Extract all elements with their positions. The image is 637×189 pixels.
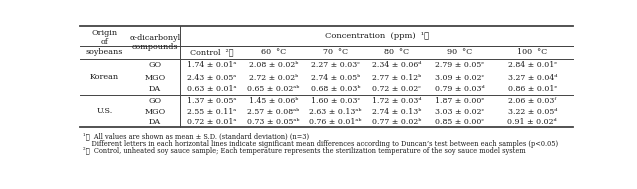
- Text: 0.79 ± 0.03ᵈ: 0.79 ± 0.03ᵈ: [434, 85, 484, 93]
- Text: 0.85 ± 0.00ᶜ: 0.85 ± 0.00ᶜ: [435, 118, 484, 126]
- Text: 0.65 ± 0.02ᵃᵇ: 0.65 ± 0.02ᵃᵇ: [247, 85, 299, 93]
- Text: Korean: Korean: [90, 73, 119, 81]
- Text: DA: DA: [148, 118, 161, 126]
- Text: ¹⧣  All values are shown as mean ± S.D. (standard deviation) (n=3): ¹⧣ All values are shown as mean ± S.D. (…: [83, 133, 309, 141]
- Text: 1.60 ± 0.03ᶜ: 1.60 ± 0.03ᶜ: [311, 97, 360, 105]
- Text: 2.08 ± 0.02ᵇ: 2.08 ± 0.02ᵇ: [248, 61, 298, 69]
- Text: 1.74 ± 0.01ᵃ: 1.74 ± 0.01ᵃ: [187, 61, 236, 69]
- Text: MGO: MGO: [144, 108, 166, 116]
- Text: DA: DA: [148, 85, 161, 93]
- Text: 0.77 ± 0.02ᵇ: 0.77 ± 0.02ᵇ: [372, 118, 422, 126]
- Text: 0.76 ± 0.01ᵃᵇ: 0.76 ± 0.01ᵃᵇ: [309, 118, 362, 126]
- Text: 0.68 ± 0.03ᵇ: 0.68 ± 0.03ᵇ: [311, 85, 360, 93]
- Text: 2.74 ± 0.13ᵇ: 2.74 ± 0.13ᵇ: [372, 108, 422, 116]
- Text: 2.77 ± 0.12ᵇ: 2.77 ± 0.12ᵇ: [373, 74, 422, 82]
- Text: 2.74 ± 0.05ᵇ: 2.74 ± 0.05ᵇ: [311, 74, 360, 82]
- Text: Control  ²⧣: Control ²⧣: [190, 48, 233, 56]
- Text: 0.91 ± 0.02ᵈ: 0.91 ± 0.02ᵈ: [508, 118, 557, 126]
- Text: 0.72 ± 0.01ᵃ: 0.72 ± 0.01ᵃ: [187, 118, 236, 126]
- Text: 70  °C: 70 °C: [323, 48, 348, 56]
- Text: 2.57 ± 0.08ᵃᵇ: 2.57 ± 0.08ᵃᵇ: [247, 108, 299, 116]
- Text: 2.84 ± 0.01ᵉ: 2.84 ± 0.01ᵉ: [508, 61, 557, 69]
- Text: 3.27 ± 0.04ᵈ: 3.27 ± 0.04ᵈ: [508, 74, 557, 82]
- Text: α-dicarbonyl
compounds: α-dicarbonyl compounds: [129, 34, 180, 51]
- Text: Origin
of
soybeans: Origin of soybeans: [86, 29, 123, 56]
- Text: GO: GO: [148, 61, 161, 69]
- Text: 1.87 ± 0.00ᵉ: 1.87 ± 0.00ᵉ: [434, 97, 484, 105]
- Text: ²⧣  Control, unheated soy sauce sample; Each temperature represents the steriliz: ²⧣ Control, unheated soy sauce sample; E…: [83, 147, 526, 155]
- Text: 3.09 ± 0.02ᶜ: 3.09 ± 0.02ᶜ: [434, 74, 484, 82]
- Text: 2.43 ± 0.05ᵃ: 2.43 ± 0.05ᵃ: [187, 74, 236, 82]
- Text: 2.72 ± 0.02ᵇ: 2.72 ± 0.02ᵇ: [249, 74, 298, 82]
- Text: 0.86 ± 0.01ᵉ: 0.86 ± 0.01ᵉ: [508, 85, 557, 93]
- Text: MGO: MGO: [144, 74, 166, 82]
- Text: Concentration  (ppm)  ¹⧣: Concentration (ppm) ¹⧣: [325, 32, 429, 40]
- Text: 1.72 ± 0.03ᵈ: 1.72 ± 0.03ᵈ: [372, 97, 422, 105]
- Text: 2.06 ± 0.03ᶠ: 2.06 ± 0.03ᶠ: [508, 97, 556, 105]
- Text: 0.72 ± 0.02ᶜ: 0.72 ± 0.02ᶜ: [373, 85, 422, 93]
- Text: 80  °C: 80 °C: [384, 48, 410, 56]
- Text: 2.79 ± 0.05ᵉ: 2.79 ± 0.05ᵉ: [434, 61, 484, 69]
- Text: 2.63 ± 0.13ᵃᵇ: 2.63 ± 0.13ᵃᵇ: [309, 108, 362, 116]
- Text: 2.34 ± 0.06ᵈ: 2.34 ± 0.06ᵈ: [372, 61, 422, 69]
- Text: 1.45 ± 0.06ᵇ: 1.45 ± 0.06ᵇ: [248, 97, 298, 105]
- Text: Different letters in each horizontal lines indicate significant mean differences: Different letters in each horizontal lin…: [83, 140, 558, 149]
- Text: 2.55 ± 0.11ᵃ: 2.55 ± 0.11ᵃ: [187, 108, 236, 116]
- Text: U.S.: U.S.: [96, 107, 113, 115]
- Text: 3.03 ± 0.02ᶜ: 3.03 ± 0.02ᶜ: [434, 108, 484, 116]
- Text: 3.22 ± 0.05ᵈ: 3.22 ± 0.05ᵈ: [508, 108, 557, 116]
- Text: 90  °C: 90 °C: [447, 48, 472, 56]
- Text: 1.37 ± 0.05ᵃ: 1.37 ± 0.05ᵃ: [187, 97, 236, 105]
- Text: 60  °C: 60 °C: [261, 48, 286, 56]
- Text: 0.73 ± 0.05ᵃᵇ: 0.73 ± 0.05ᵃᵇ: [247, 118, 299, 126]
- Text: 2.27 ± 0.03ᶜ: 2.27 ± 0.03ᶜ: [311, 61, 360, 69]
- Text: 100  °C: 100 °C: [517, 48, 547, 56]
- Text: GO: GO: [148, 97, 161, 105]
- Text: 0.63 ± 0.01ᵃ: 0.63 ± 0.01ᵃ: [187, 85, 236, 93]
